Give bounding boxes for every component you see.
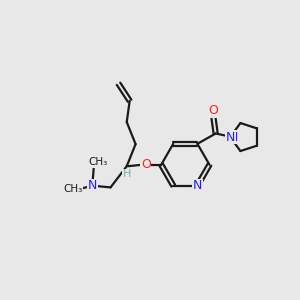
- Text: N: N: [88, 179, 97, 192]
- Text: N: N: [229, 130, 239, 143]
- Text: H: H: [123, 169, 131, 179]
- Text: N: N: [193, 179, 202, 192]
- Text: O: O: [141, 158, 151, 171]
- Text: CH₃: CH₃: [88, 158, 108, 167]
- Text: CH₃: CH₃: [64, 184, 83, 194]
- Text: O: O: [208, 104, 218, 117]
- Text: N: N: [226, 130, 235, 143]
